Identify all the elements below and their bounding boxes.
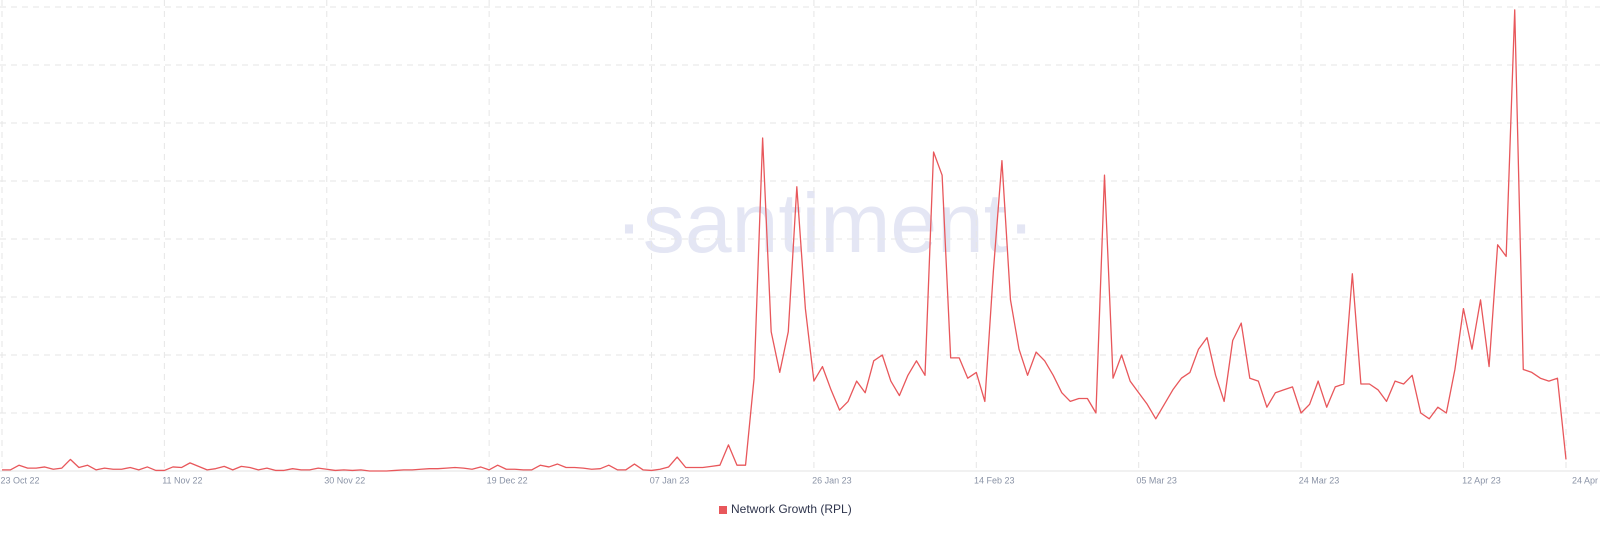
x-tick-label: 14 Feb 23 [974, 475, 1015, 485]
x-tick-label: 12 Apr 23 [1462, 475, 1501, 485]
x-tick-label: 30 Nov 22 [324, 475, 365, 485]
watermark: ·santiment· [615, 176, 1035, 270]
x-tick-label: 26 Jan 23 [812, 475, 852, 485]
x-tick-label: 11 Nov 22 [162, 475, 202, 485]
x-tick-label: 24 Apr [1572, 475, 1598, 485]
x-tick-label: 07 Jan 23 [650, 475, 690, 485]
x-tick-label: 23 Oct 22 [0, 475, 39, 485]
data-line [2, 9, 1567, 472]
x-tick-label: 05 Mar 23 [1136, 475, 1177, 485]
legend-label: Network Growth (RPL) [731, 502, 852, 516]
x-tick-label: 19 Dec 22 [487, 475, 528, 485]
x-tick-label: 24 Mar 23 [1299, 475, 1340, 485]
legend-swatch [719, 506, 727, 514]
